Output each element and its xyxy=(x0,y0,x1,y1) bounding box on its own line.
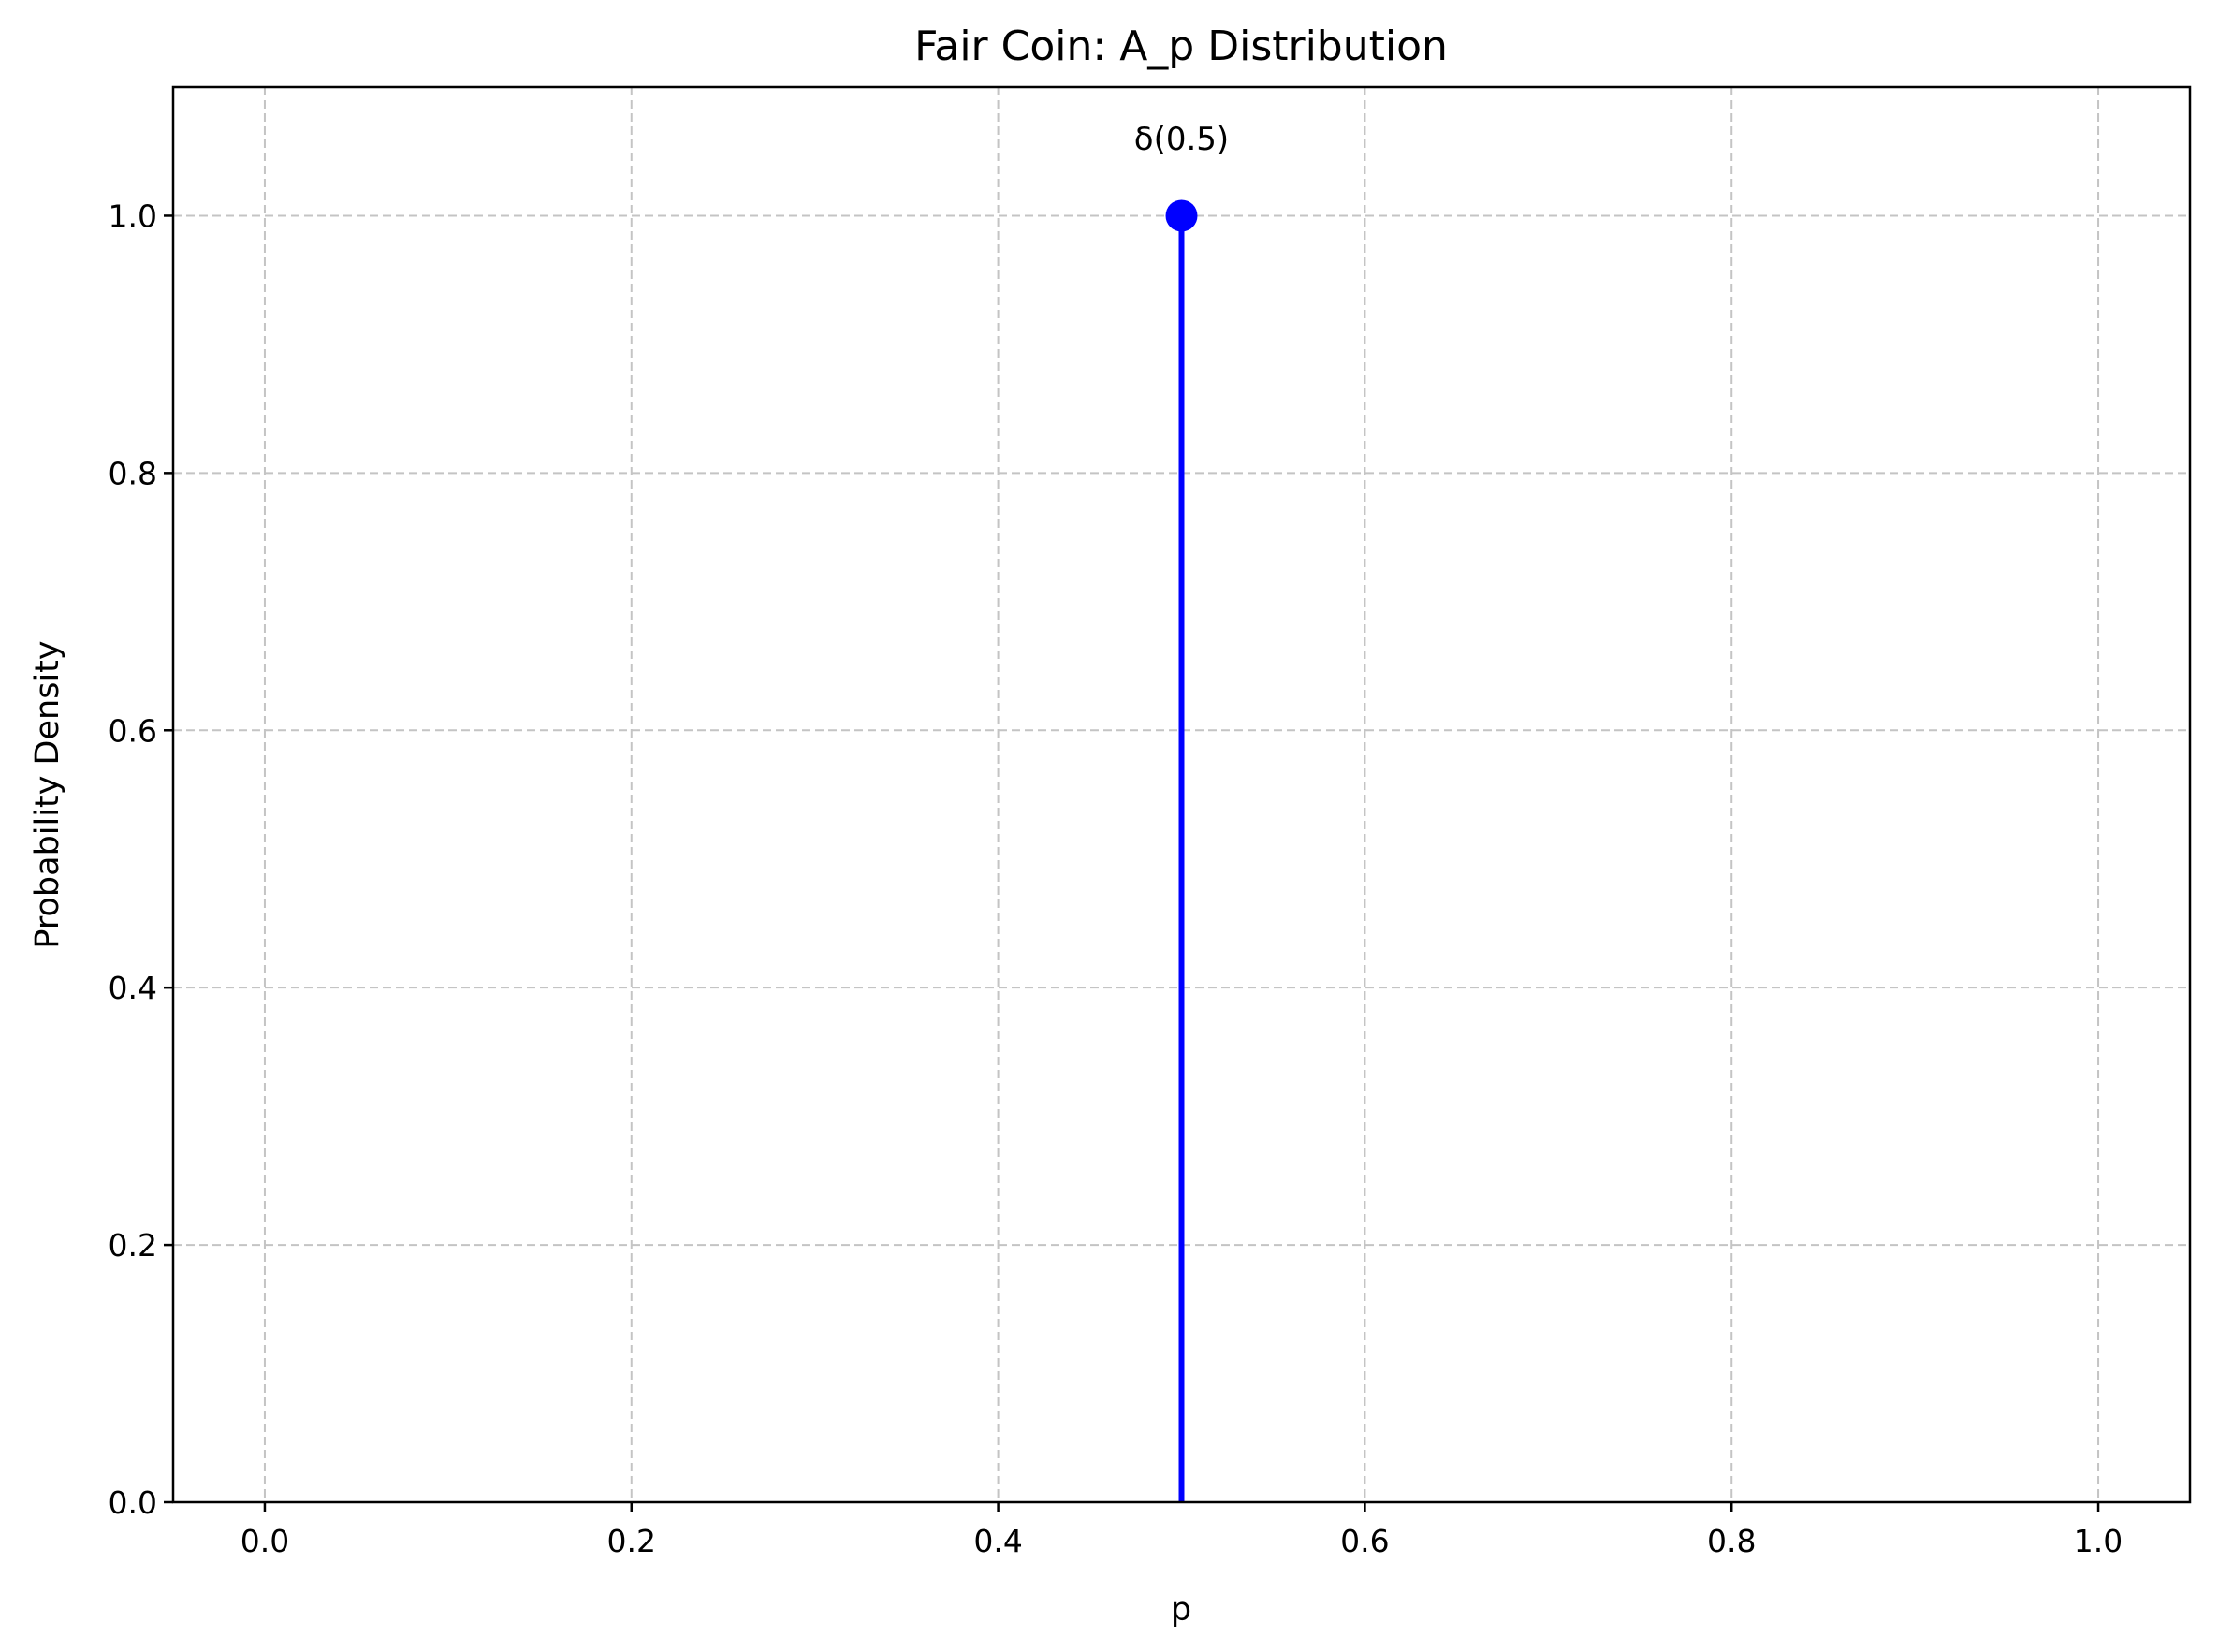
y-tick-label: 1.0 xyxy=(109,197,157,234)
annotations: δ(0.5) xyxy=(1134,121,1229,158)
y-tick-label: 0.0 xyxy=(109,1484,157,1521)
y-tick-label: 0.6 xyxy=(109,712,157,749)
y-tick-label: 0.8 xyxy=(109,455,157,491)
axis-ticks: 0.0 0.2 0.4 0.6 0.8 1.0 0.0 0.2 0.4 0.6 0.8 1.0 xyxy=(109,197,2123,1559)
stem-marker xyxy=(1165,199,1198,232)
annotation-label: δ(0.5) xyxy=(1134,121,1229,158)
x-tick-label: 0.4 xyxy=(973,1523,1022,1559)
x-tick-label: 0.6 xyxy=(1340,1523,1389,1559)
chart-title: Fair Coin: A_p Distribution xyxy=(914,22,1448,70)
x-tick-label: 0.2 xyxy=(607,1523,656,1559)
x-tick-label: 0.0 xyxy=(241,1523,289,1559)
plot-frame xyxy=(171,85,2192,1504)
y-tick-label: 0.4 xyxy=(109,970,157,1006)
series-layer xyxy=(1165,199,1198,1502)
y-tick-label: 0.2 xyxy=(109,1227,157,1264)
x-tick-label: 0.8 xyxy=(1707,1523,1756,1559)
y-axis-label: Probability Density xyxy=(29,640,66,948)
x-axis-label: p xyxy=(1171,1591,1191,1629)
x-tick-label: 1.0 xyxy=(2074,1523,2123,1559)
